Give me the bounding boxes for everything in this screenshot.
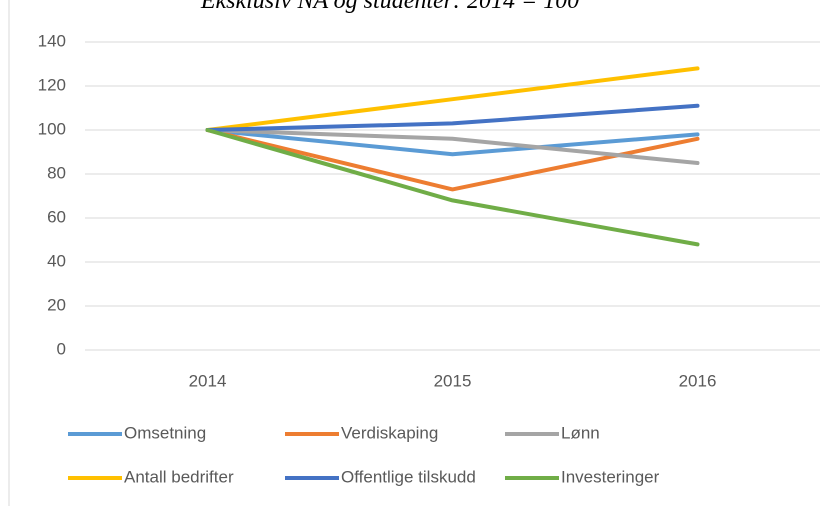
- legend-label: Offentlige tilskudd: [341, 467, 476, 486]
- y-tick-label: 60: [47, 207, 66, 226]
- legend-label: Lønn: [561, 423, 600, 442]
- series-line: [205, 66, 700, 132]
- series-line: [205, 128, 700, 247]
- y-tick-label: 120: [38, 75, 66, 94]
- y-tick-label: 80: [47, 163, 66, 182]
- y-tick-label: 40: [47, 251, 66, 270]
- y-tick-label: 0: [57, 339, 66, 358]
- series-line: [205, 128, 700, 165]
- legend-label: Antall bedrifter: [124, 467, 234, 486]
- series-line: [205, 103, 700, 132]
- y-tick-label: 100: [38, 119, 66, 138]
- legend-label: Omsetning: [124, 423, 206, 442]
- y-tick-label: 140: [38, 31, 66, 50]
- x-tick-label: 2015: [434, 371, 472, 390]
- legend-label: Investeringer: [561, 467, 660, 486]
- x-tick-label: 2014: [189, 371, 227, 390]
- chart-title: Eksklusiv NA og studenter: 2014 = 100: [200, 0, 579, 14]
- legend-label: Verdiskaping: [341, 423, 438, 442]
- y-tick-label: 20: [47, 295, 66, 314]
- x-tick-label: 2016: [679, 371, 717, 390]
- series-line: [205, 128, 700, 157]
